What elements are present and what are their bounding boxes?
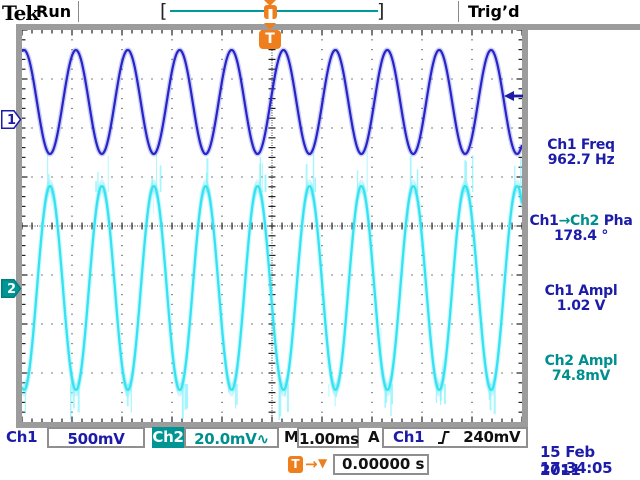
trigger-mode-label: A <box>368 428 380 446</box>
measurement-value: 178.4 ° <box>553 228 609 244</box>
ch2-label: Ch2 <box>152 427 184 448</box>
measurement-label: Ch2 Ampl <box>544 353 618 369</box>
measurement-value: 74.8mV <box>551 368 611 384</box>
ch1-ground-marker: 1 <box>1 110 22 129</box>
topbar-divider <box>78 1 79 22</box>
measurement-label: Ch1 Freq <box>547 137 615 153</box>
time-display: 17:34:05 <box>540 459 613 477</box>
timebase-box: 1.00ms <box>297 427 359 448</box>
trigger-flag: T <box>259 30 281 49</box>
ch2-ground-marker: 2 <box>1 279 22 298</box>
down-pointer-icon: ▼ <box>318 456 328 470</box>
graticule-frame-right <box>522 30 528 428</box>
trigger-position-marker-icon <box>264 0 277 20</box>
ch2-scale-box: 20.0mV∿ <box>184 427 279 448</box>
measurement-phase: Ch1→Ch2 Pha 178.4 ° <box>522 214 640 244</box>
measurement-value: 962.7 Hz <box>547 152 615 168</box>
measurement-ch1-ampl: Ch1 Ampl 1.02 V <box>522 284 640 314</box>
tek-logo: Tek <box>2 1 39 25</box>
topbar-divider-right <box>458 1 459 22</box>
measurement-ch2-ampl: Ch2 Ampl 74.8mV <box>522 354 640 384</box>
phase-label-arrow-ch2: →Ch2 <box>558 213 600 229</box>
graticule-frame-top <box>16 24 640 30</box>
phase-label-pha: Pha <box>599 213 633 229</box>
horizontal-position-readout: 0.00000 s <box>333 454 429 475</box>
measurement-value: 1.02 V <box>556 298 606 314</box>
svg-text:2: 2 <box>7 282 16 297</box>
measurement-label: Ch1 Ampl <box>544 283 618 299</box>
trigger-level-arrow-icon <box>504 91 523 101</box>
acq-bar-right-bracket: ] <box>377 0 385 22</box>
trigger-delay-flag-icon: T <box>288 456 303 473</box>
ac-coupling-icon: ∿ <box>256 430 270 448</box>
timebase-label: M <box>284 428 299 446</box>
svg-text:1: 1 <box>7 113 16 128</box>
graticule-frame-bottom <box>16 422 528 428</box>
trigger-status: Trig’d <box>468 2 520 21</box>
ch1-label: Ch1 <box>6 428 38 446</box>
ch1-scale-box: 500mV <box>47 427 145 448</box>
arrow-icon: → <box>305 455 318 473</box>
trigger-source-channel: Ch1 <box>393 428 425 446</box>
rising-edge-icon <box>438 431 450 444</box>
acq-bar-left-bracket: [ <box>160 0 168 22</box>
measurement-ch1-freq: Ch1 Freq 962.7 Hz <box>522 138 640 168</box>
graticule-frame-left <box>16 30 22 428</box>
phase-label-ch1: Ch1 <box>529 213 559 229</box>
date-display: 15 Feb 2011 <box>540 443 595 479</box>
trigger-position-pointer <box>264 23 276 30</box>
trigger-level-value: 240mV <box>463 428 521 446</box>
acquisition-run-status: Run <box>36 2 72 21</box>
trigger-source-box: Ch1 240mV <box>382 427 528 448</box>
waveform-svg <box>19 29 603 422</box>
waveform-graticule <box>19 29 603 422</box>
